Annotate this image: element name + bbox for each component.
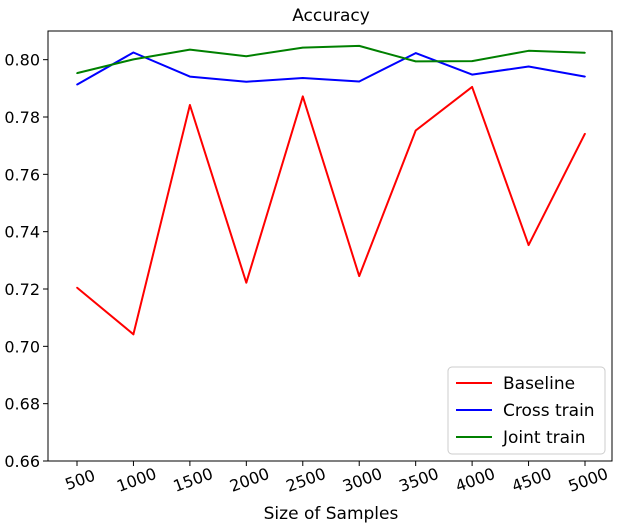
chart-title: Accuracy [292, 6, 370, 26]
data-point [301, 95, 304, 98]
y-tick-label: 0.76 [4, 165, 40, 184]
y-tick-label: 0.66 [4, 452, 40, 471]
data-point [584, 132, 586, 135]
legend-label: Joint train [502, 428, 586, 448]
x-tick-label: 2500 [284, 464, 329, 496]
y-tick-label: 0.70 [4, 337, 40, 356]
data-point [189, 48, 191, 51]
data-point [414, 129, 417, 132]
x-tick-label: 4500 [509, 464, 554, 496]
data-point [245, 80, 248, 83]
y-axis: 0.66 0.68 0.70 0.72 0.74 0.76 0.78 0.80 [4, 51, 48, 471]
data-point [471, 86, 473, 88]
x-tick-label: 3500 [396, 464, 441, 496]
legend-label: Baseline [503, 374, 575, 394]
data-point [132, 333, 135, 336]
data-point [76, 286, 78, 289]
data-point [301, 77, 304, 79]
data-point [76, 72, 78, 74]
y-tick-label: 0.80 [4, 51, 40, 70]
y-tick-label: 0.74 [4, 223, 40, 242]
data-point [189, 104, 191, 106]
data-point [189, 75, 191, 78]
data-point [471, 73, 473, 76]
data-point [414, 52, 417, 54]
data-point [245, 55, 248, 58]
data-point [527, 244, 530, 246]
series-layer [76, 44, 586, 336]
y-tick-label: 0.78 [4, 108, 40, 127]
x-tick-label: 5000 [566, 464, 611, 496]
legend-box [447, 366, 606, 455]
data-point [358, 80, 361, 83]
data-point [358, 45, 361, 47]
data-point [527, 49, 530, 52]
x-tick-label: 1000 [114, 464, 159, 496]
x-tick-label: 3000 [340, 464, 385, 496]
plot-frame [47, 30, 613, 462]
data-point [584, 51, 586, 54]
series-line-joint-train [76, 44, 586, 75]
data-point [527, 65, 530, 68]
series-line-cross-train [76, 51, 586, 86]
x-axis-title: Size of Samples [264, 504, 399, 524]
data-point [584, 75, 586, 78]
legend: Baseline Cross train Joint train [447, 366, 606, 455]
y-tick-label: 0.68 [4, 395, 40, 414]
data-point [301, 46, 304, 49]
x-tick-label: 2000 [227, 464, 272, 496]
x-tick-label: 4000 [453, 464, 498, 496]
data-point [471, 60, 473, 62]
data-point [245, 281, 248, 284]
series-line-baseline [76, 85, 586, 336]
data-point [132, 58, 135, 61]
legend-label: Cross train [503, 401, 595, 421]
y-tick-label: 0.72 [4, 280, 40, 299]
data-point [358, 275, 361, 277]
x-tick-label: 1500 [171, 464, 216, 496]
data-point [76, 83, 78, 86]
x-axis: 500 1000 1500 2000 2500 3000 3500 4000 4500 5000 [63, 461, 611, 496]
data-point [414, 60, 417, 63]
x-tick-label: 500 [63, 466, 98, 494]
data-point [132, 51, 135, 54]
